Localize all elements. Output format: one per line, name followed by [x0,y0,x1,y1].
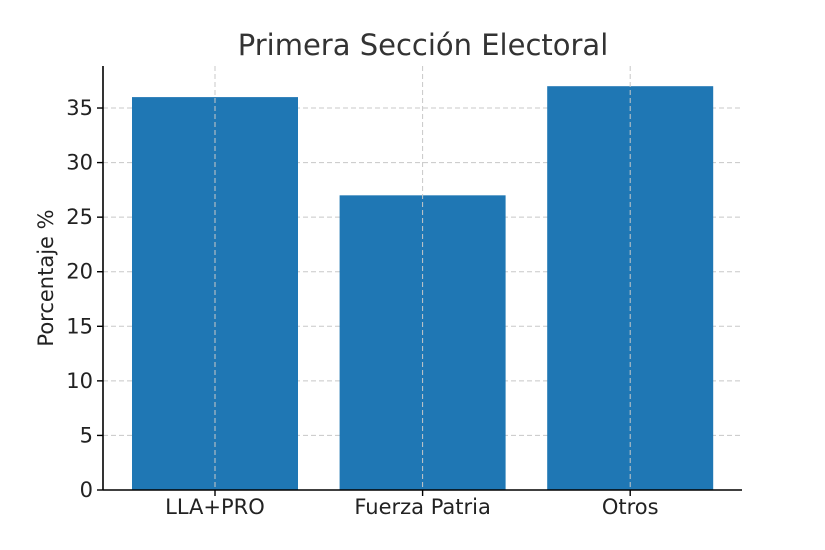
y-tick-label: 15 [66,314,93,338]
x-ticks: LLA+PRO Fuerza Patria Otros [165,490,659,519]
y-ticks: 0 5 10 15 20 25 30 35 [66,96,103,502]
y-tick-label: 35 [66,96,93,120]
y-tick-label: 10 [66,369,93,393]
x-tick-label: Fuerza Patria [354,495,491,519]
x-tick-label: LLA+PRO [165,495,265,519]
x-tick-label: Otros [602,495,659,519]
y-tick-label: 30 [66,151,93,175]
y-tick-label: 25 [66,205,93,229]
chart-title: Primera Sección Electoral [238,28,609,62]
y-tick-label: 20 [66,260,93,284]
y-axis-label: Porcentaje % [34,209,58,346]
y-tick-label: 5 [80,423,93,447]
y-tick-label: 0 [80,478,93,502]
